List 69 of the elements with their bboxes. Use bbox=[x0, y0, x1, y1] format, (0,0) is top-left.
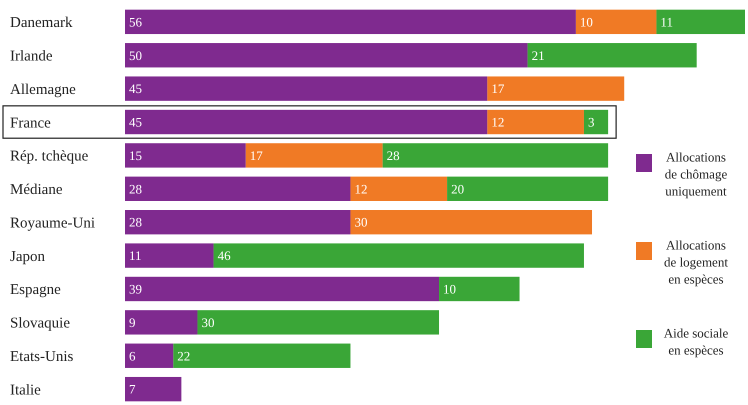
bar bbox=[528, 43, 697, 68]
bar bbox=[382, 143, 608, 168]
legend-label: Aide sociale en espèces bbox=[664, 326, 729, 358]
data-label: 9 bbox=[129, 314, 136, 330]
bar bbox=[197, 310, 440, 335]
bar bbox=[214, 243, 584, 268]
bar bbox=[447, 176, 608, 201]
bar bbox=[125, 210, 350, 234]
data-label: 11 bbox=[660, 14, 673, 30]
bar bbox=[125, 310, 198, 335]
data-label: 28 bbox=[129, 214, 142, 230]
bar bbox=[584, 110, 608, 134]
bar bbox=[125, 43, 528, 68]
bar bbox=[656, 10, 745, 34]
data-label: 30 bbox=[354, 214, 368, 230]
y-tick-label: France bbox=[10, 115, 52, 132]
bar bbox=[125, 176, 350, 201]
y-tick-label: Slovaquie bbox=[10, 316, 70, 332]
data-label: 17 bbox=[491, 81, 505, 96]
bar bbox=[487, 76, 624, 101]
y-tick-label: Médiane bbox=[10, 182, 63, 198]
data-label: 28 bbox=[129, 181, 142, 196]
data-label: 50 bbox=[129, 48, 142, 63]
bar bbox=[125, 143, 246, 168]
data-label: 17 bbox=[250, 148, 264, 163]
bar bbox=[125, 344, 174, 368]
bar bbox=[125, 10, 576, 34]
y-tick-label: Rép. tchèque bbox=[10, 148, 89, 165]
y-tick-label: Royaume-Uni bbox=[10, 215, 95, 232]
data-label: 12 bbox=[491, 114, 504, 130]
bar bbox=[125, 110, 488, 134]
data-label: 22 bbox=[177, 348, 190, 364]
y-tick-label: Etats-Unis bbox=[10, 349, 74, 366]
data-label: 7 bbox=[129, 382, 136, 397]
legend-label: Allocations de logement en espèces bbox=[664, 238, 728, 286]
data-label: 39 bbox=[129, 282, 142, 297]
data-label: 10 bbox=[580, 14, 593, 30]
y-tick-label: Italie bbox=[10, 382, 42, 398]
bar bbox=[246, 143, 383, 168]
data-label: 3 bbox=[588, 114, 594, 130]
legend-label: Allocations de chômage uniquement bbox=[664, 150, 728, 198]
y-tick-label: Espagne bbox=[10, 282, 62, 298]
bar bbox=[173, 344, 350, 368]
data-label: 12 bbox=[354, 181, 368, 196]
bar bbox=[576, 10, 656, 34]
y-tick-label: Danemark bbox=[10, 15, 73, 32]
y-tick-label: Japon bbox=[10, 248, 46, 265]
data-label: 21 bbox=[532, 48, 545, 63]
data-label: 45 bbox=[129, 81, 142, 96]
data-label: 10 bbox=[443, 282, 456, 297]
data-label: 15 bbox=[129, 148, 142, 163]
bar bbox=[125, 276, 440, 302]
data-label: 6 bbox=[129, 348, 136, 364]
bar bbox=[439, 276, 520, 302]
data-label: 28 bbox=[386, 148, 400, 163]
bar bbox=[350, 176, 448, 201]
data-label: 45 bbox=[129, 114, 142, 130]
y-tick-label: Allemagne bbox=[10, 82, 76, 98]
data-label: 46 bbox=[218, 248, 232, 264]
bar bbox=[125, 243, 214, 268]
data-label: 30 bbox=[201, 314, 214, 330]
bar bbox=[125, 76, 488, 101]
data-label: 56 bbox=[129, 14, 142, 30]
bar bbox=[350, 210, 592, 234]
bar bbox=[487, 110, 584, 134]
bar bbox=[125, 376, 182, 402]
y-tick-label: Irlande bbox=[10, 48, 53, 64]
data-label: 11 bbox=[129, 248, 142, 264]
data-label: 20 bbox=[451, 181, 464, 196]
